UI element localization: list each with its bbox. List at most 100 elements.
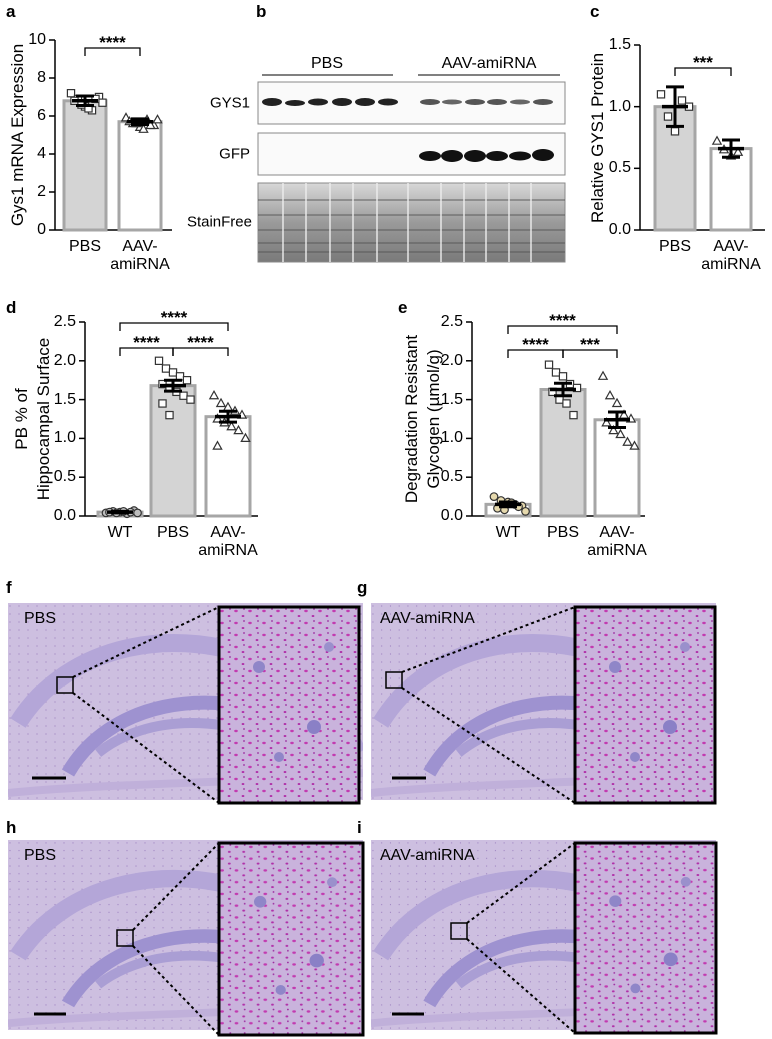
error-bar [550, 381, 576, 398]
blot-row-label: GFP [219, 145, 250, 163]
histology-g [371, 603, 717, 805]
significance-bracket [562, 349, 618, 358]
significance-label: **** [160, 308, 188, 327]
data-point [656, 90, 666, 99]
significance-bracket [84, 47, 141, 56]
significance-bracket [507, 325, 618, 334]
data-point [597, 370, 609, 380]
image-label: PBS [24, 610, 57, 627]
data-point [182, 376, 192, 385]
y-tick-label: 2 [37, 183, 46, 200]
y-tick-label: 0.0 [608, 221, 631, 238]
data-point [604, 389, 616, 400]
x-tick-label: PBS [658, 238, 691, 255]
data-point [179, 391, 188, 400]
significance-bracket [172, 347, 229, 356]
y-axis-label: Gys1 mRNA Expression [8, 43, 27, 227]
panel-letter: g [357, 578, 368, 597]
data-point [161, 364, 171, 373]
data-point [677, 96, 687, 105]
data-point [562, 399, 571, 408]
y-tick-label: 0.5 [440, 468, 463, 486]
data-point [544, 360, 554, 369]
error-bar [107, 509, 133, 515]
y-tick-label: 8 [37, 69, 46, 86]
x-tick-label: AAV-amiRNA [701, 238, 761, 273]
y-tick-label: 6 [37, 107, 46, 124]
x-tick-label: AAV-amiRNA [587, 524, 647, 559]
data-point [226, 421, 237, 431]
bar [593, 418, 641, 518]
error-bar [604, 410, 630, 430]
data-point [158, 399, 167, 408]
data-point [133, 508, 142, 518]
y-axis-label: PB % of [12, 388, 31, 450]
data-point [165, 410, 174, 420]
data-point [233, 424, 244, 435]
data-point [521, 506, 530, 516]
data-point [629, 440, 640, 450]
data-point [208, 389, 220, 400]
y-axis-label: Hippocampal Surface [34, 337, 53, 501]
error-bar [495, 500, 521, 509]
data-point [608, 424, 619, 435]
data-point [622, 436, 633, 446]
y-tick-label: 1.5 [53, 390, 76, 408]
x-tick-label: WT [495, 524, 521, 541]
significance-bracket [674, 67, 732, 76]
panel-letter: a [6, 2, 16, 21]
x-tick-label: WT [107, 524, 133, 541]
x-tick-label: AAV-amiRNA [110, 238, 170, 273]
blot-row-label: StainFree [186, 213, 252, 231]
data-point [212, 440, 223, 450]
data-point [615, 428, 626, 439]
panel-letter: e [398, 298, 408, 317]
x-tick-label: PBS [546, 524, 579, 541]
data-point [558, 372, 568, 381]
significance-label: *** [693, 53, 713, 72]
y-tick-label: 4 [37, 145, 46, 162]
x-tick-label: PBS [68, 238, 101, 255]
bar [709, 147, 753, 232]
significance-label: **** [187, 333, 214, 352]
y-tick-label: 10 [28, 31, 46, 48]
data-point [569, 410, 578, 420]
y-tick-label: 1.0 [53, 429, 76, 447]
y-tick-label: 2.0 [440, 351, 463, 369]
error-bar [160, 378, 186, 393]
panel-letter: c [590, 2, 600, 21]
panel-letter: h [6, 818, 17, 837]
y-tick-label: 2.5 [440, 313, 463, 330]
y-tick-label: 1.5 [608, 36, 631, 53]
data-point [152, 114, 163, 124]
bar [117, 120, 163, 232]
data-point [551, 368, 561, 377]
data-point [611, 397, 623, 408]
y-tick-label: 1.0 [608, 97, 631, 115]
y-tick-label: 0.5 [608, 159, 631, 177]
x-tick-label: AAV-amiRNA [198, 524, 258, 559]
panel-letter: d [6, 298, 17, 317]
y-tick-label: 0.0 [440, 507, 463, 524]
bar [539, 388, 587, 518]
y-tick-label: 1.0 [440, 429, 463, 447]
significance-label: **** [549, 311, 576, 330]
y-axis-label: Glycogen (µmol/g) [424, 349, 443, 489]
data-point [732, 146, 744, 156]
data-point [154, 356, 164, 366]
error-bar [72, 94, 98, 108]
data-point [663, 112, 673, 121]
data-point [711, 135, 723, 145]
y-tick-label: 0.0 [53, 507, 76, 524]
significance-label: **** [522, 335, 549, 354]
data-point [66, 88, 76, 98]
data-point [240, 432, 251, 442]
bar [149, 384, 197, 518]
error-bar [215, 409, 241, 424]
panel-letter: i [357, 818, 362, 837]
data-point [670, 127, 680, 136]
histology-i [371, 840, 718, 1035]
blot-row-label: GYS1 [209, 94, 250, 112]
panel-letter: b [256, 2, 267, 21]
